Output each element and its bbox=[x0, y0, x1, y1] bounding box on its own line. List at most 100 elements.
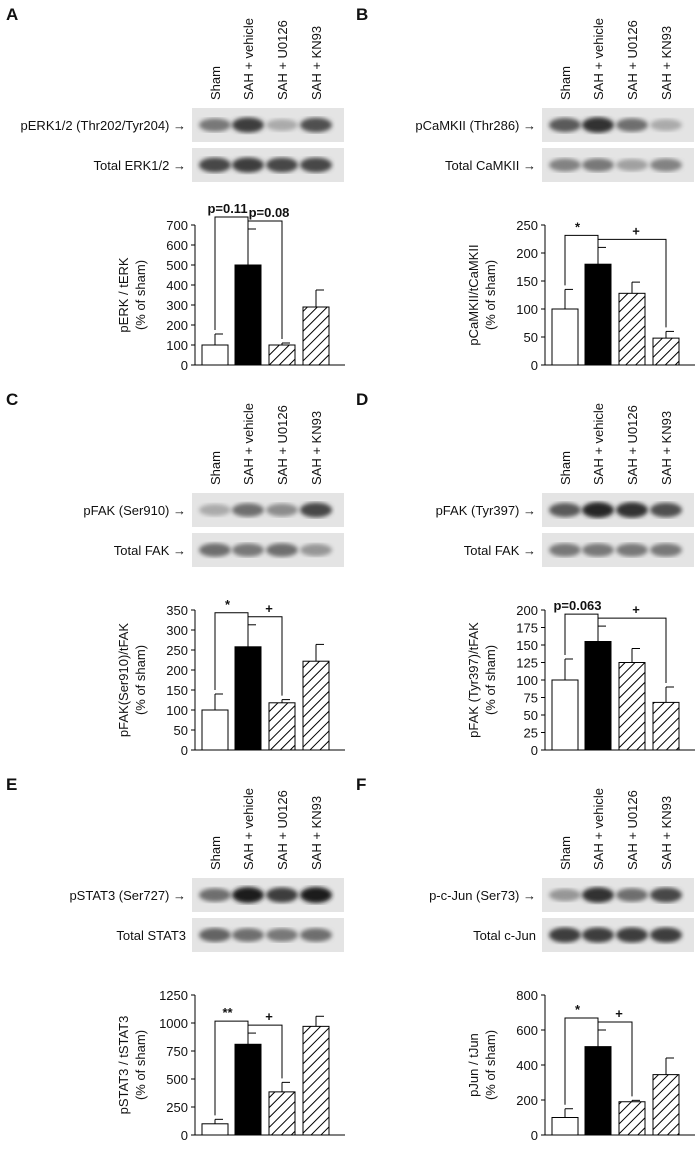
blot-band bbox=[300, 157, 332, 173]
lane-label: SAH + KN93 bbox=[659, 411, 674, 485]
annotation: + bbox=[632, 602, 640, 617]
y-tick-label: 200 bbox=[166, 663, 188, 678]
y-axis-label: pFAK(Ser910)/tFAK bbox=[116, 623, 131, 737]
lane-label: SAH + U0126 bbox=[625, 405, 640, 485]
annotation: * bbox=[575, 1002, 581, 1017]
blot-band bbox=[199, 157, 231, 173]
bar bbox=[618, 662, 646, 751]
annotation: + bbox=[265, 1009, 273, 1024]
blot-band bbox=[616, 543, 648, 557]
bar bbox=[234, 264, 262, 366]
annotation: + bbox=[632, 223, 640, 238]
blot-label: pSTAT3 (Ser727) → bbox=[69, 888, 186, 903]
lane-label: SAH + vehicle bbox=[591, 18, 606, 100]
annotation: p=0.08 bbox=[249, 205, 290, 220]
y-axis-label: pERK / tERK bbox=[116, 257, 131, 332]
y-tick-label: 50 bbox=[524, 708, 538, 723]
blot-band bbox=[232, 503, 264, 517]
blot-label: pFAK (Tyr397) → bbox=[436, 503, 536, 518]
blot-label: Total c-Jun bbox=[473, 928, 536, 943]
y-tick-label: 700 bbox=[166, 218, 188, 233]
panel-letter: D bbox=[356, 390, 368, 409]
y-tick-label: 0 bbox=[181, 1128, 188, 1143]
blot-label: pERK1/2 (Thr202/Tyr204) → bbox=[21, 118, 186, 133]
y-axis-label: (% of sham) bbox=[133, 260, 148, 330]
blot-band bbox=[300, 502, 332, 518]
y-tick-label: 50 bbox=[524, 330, 538, 345]
blot-band bbox=[300, 543, 332, 557]
y-tick-label: 100 bbox=[516, 673, 538, 688]
blot-band bbox=[199, 888, 231, 902]
blot-band bbox=[199, 118, 231, 132]
blot-label: p-c-Jun (Ser73) → bbox=[429, 888, 536, 903]
lane-label: SAH + vehicle bbox=[241, 788, 256, 870]
lane-label: SAH + U0126 bbox=[625, 20, 640, 100]
y-axis-label: (% of sham) bbox=[133, 1030, 148, 1100]
lane-label: Sham bbox=[558, 66, 573, 100]
y-tick-label: 500 bbox=[166, 1072, 188, 1087]
lane-label: SAH + KN93 bbox=[309, 26, 324, 100]
blot-band bbox=[582, 543, 614, 557]
lane-label: SAH + KN93 bbox=[659, 26, 674, 100]
y-tick-label: 0 bbox=[531, 358, 538, 373]
blot-band bbox=[582, 117, 614, 133]
blot-band bbox=[549, 888, 581, 902]
lane-label: SAH + vehicle bbox=[241, 18, 256, 100]
lane-label: SAH + KN93 bbox=[309, 796, 324, 870]
y-tick-label: 0 bbox=[181, 743, 188, 758]
y-tick-label: 75 bbox=[524, 691, 538, 706]
blot-label: Total ERK1/2 → bbox=[94, 158, 187, 173]
blot-band bbox=[300, 887, 332, 903]
annotation: + bbox=[265, 601, 273, 616]
y-tick-label: 400 bbox=[166, 278, 188, 293]
annotation: * bbox=[575, 219, 581, 234]
y-axis-label: (% of sham) bbox=[483, 260, 498, 330]
bar bbox=[652, 337, 680, 366]
panel-letter: E bbox=[6, 775, 17, 794]
blot-band bbox=[266, 928, 298, 942]
blot-band bbox=[232, 928, 264, 942]
blot-band bbox=[266, 119, 298, 131]
y-tick-label: 500 bbox=[166, 258, 188, 273]
blot-band bbox=[549, 543, 581, 557]
blot-band bbox=[266, 543, 298, 557]
bar bbox=[268, 1091, 296, 1136]
bar bbox=[201, 709, 229, 751]
significance-bracket bbox=[597, 617, 667, 683]
blot-band bbox=[650, 543, 682, 557]
lane-label: SAH + KN93 bbox=[309, 411, 324, 485]
bar bbox=[302, 306, 330, 366]
blot-band bbox=[616, 158, 648, 172]
lane-label: SAH + U0126 bbox=[275, 405, 290, 485]
blot-band bbox=[650, 927, 682, 943]
bar bbox=[551, 679, 579, 751]
blot-band bbox=[616, 118, 648, 132]
y-tick-label: 0 bbox=[531, 1128, 538, 1143]
annotation: + bbox=[615, 1006, 623, 1021]
y-axis-label: (% of sham) bbox=[133, 645, 148, 715]
y-tick-label: 125 bbox=[516, 656, 538, 671]
blot-band bbox=[232, 887, 264, 903]
blot-band bbox=[232, 157, 264, 173]
bar bbox=[618, 1101, 646, 1136]
blot-band bbox=[300, 928, 332, 942]
lane-label: SAH + U0126 bbox=[275, 790, 290, 870]
significance-bracket bbox=[247, 1024, 283, 1079]
blot-band bbox=[199, 504, 231, 516]
y-tick-label: 1000 bbox=[159, 1016, 188, 1031]
blot-label: Total FAK → bbox=[464, 543, 536, 558]
blot-band bbox=[549, 117, 581, 133]
lane-label: SAH + vehicle bbox=[591, 788, 606, 870]
significance-bracket bbox=[597, 1021, 633, 1097]
blot-label: Total CaMKII → bbox=[445, 158, 536, 173]
y-tick-label: 300 bbox=[166, 298, 188, 313]
blot-band bbox=[616, 888, 648, 902]
lane-label: SAH + U0126 bbox=[275, 20, 290, 100]
lane-label: SAH + vehicle bbox=[241, 403, 256, 485]
bar bbox=[584, 263, 612, 366]
significance-bracket bbox=[597, 238, 667, 328]
lane-label: Sham bbox=[558, 836, 573, 870]
blot-band bbox=[616, 502, 648, 518]
y-tick-label: 50 bbox=[174, 723, 188, 738]
blot-band bbox=[650, 502, 682, 518]
